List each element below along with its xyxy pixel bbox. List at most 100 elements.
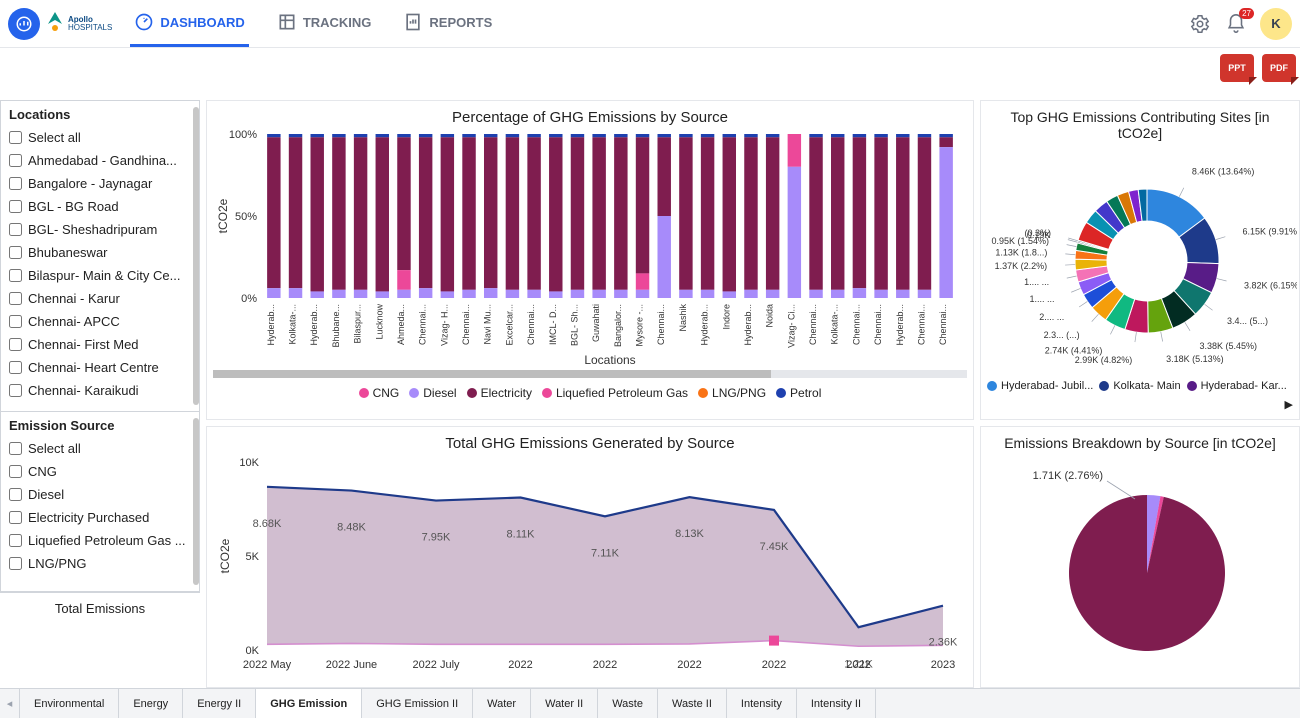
- export-row: PPT PDF: [1220, 54, 1296, 82]
- svg-text:100%: 100%: [229, 129, 257, 141]
- chart-top-sites-donut: Top GHG Emissions Contributing Sites [in…: [980, 100, 1300, 420]
- svg-text:50%: 50%: [235, 211, 257, 223]
- notifications-icon[interactable]: 27: [1224, 12, 1248, 36]
- location-item[interactable]: BGL - BG Road: [9, 195, 191, 218]
- location-item[interactable]: Ahmedabad - Gandhina...: [9, 149, 191, 172]
- location-item[interactable]: Chennai - Karur: [9, 287, 191, 310]
- sheet-tab[interactable]: Intensity II: [797, 689, 876, 718]
- location-item[interactable]: Chennai- APCC: [9, 310, 191, 333]
- sheet-tab[interactable]: Waste II: [658, 689, 727, 718]
- svg-text:2.36K: 2.36K: [929, 637, 958, 649]
- svg-text:1.37K (2.2%): 1.37K (2.2%): [995, 261, 1048, 271]
- svg-text:Chennai...: Chennai...: [808, 304, 818, 345]
- svg-text:Nashik: Nashik: [678, 304, 688, 332]
- svg-text:Hyderab...: Hyderab...: [895, 304, 905, 346]
- emission-source-item[interactable]: Liquefied Petroleum Gas ...: [9, 529, 191, 552]
- svg-text:7.45K: 7.45K: [760, 541, 789, 553]
- total-emissions-label: Total Emissions: [0, 592, 200, 624]
- main: Locations Select all Ahmedabad - Gandhin…: [0, 100, 1300, 688]
- nav-dashboard[interactable]: DASHBOARD: [130, 0, 249, 47]
- svg-text:3.38K (5.45%): 3.38K (5.45%): [1200, 341, 1258, 351]
- svg-text:8.11K: 8.11K: [507, 529, 536, 541]
- svg-text:Navi Mu...: Navi Mu...: [483, 304, 493, 345]
- emission-select-all[interactable]: Select all: [9, 437, 191, 460]
- svg-text:8.13K: 8.13K: [675, 528, 704, 540]
- svg-text:2.... ...: 2.... ...: [1039, 312, 1064, 322]
- svg-text:Vizag- Ci...: Vizag- Ci...: [786, 304, 796, 348]
- svg-text:7.11K: 7.11K: [591, 547, 620, 559]
- svg-text:BGL- Sh...: BGL- Sh...: [569, 304, 579, 346]
- svg-text:2022: 2022: [762, 659, 786, 671]
- svg-text:Mysore -...: Mysore -...: [635, 304, 645, 347]
- brand: ApolloHOSPITALS: [44, 10, 112, 38]
- chart1-legend: CNGDieselElectricityLiquefied Petroleum …: [213, 382, 967, 404]
- legend-item: Hyderabad- Kar...: [1187, 380, 1287, 392]
- emission-source-item[interactable]: LNG/PNG: [9, 552, 191, 575]
- emission-source-title: Emission Source: [9, 418, 191, 437]
- chart4-title: Emissions Breakdown by Source [in tCO2e]: [987, 431, 1293, 453]
- location-item[interactable]: Bilaspur- Main & City Ce...: [9, 264, 191, 287]
- chart2-legend: Hyderabad- Jubil... Kolkata- Main Hyderaba…: [987, 376, 1293, 415]
- svg-text:Noida: Noida: [765, 304, 775, 328]
- svg-text:1.... ...: 1.... ...: [1024, 277, 1049, 287]
- svg-text:Bhubane...: Bhubane...: [331, 304, 341, 348]
- chart1-svg: 0%50%100%tCO2eHyderab...Kolkata-...Hyder…: [213, 128, 963, 368]
- svg-text:Hyderab...: Hyderab...: [743, 304, 753, 346]
- legend-item: Electricity: [467, 386, 532, 400]
- svg-text:Chennai...: Chennai...: [938, 304, 948, 345]
- nav-tracking[interactable]: TRACKING: [273, 0, 376, 47]
- sheet-tab[interactable]: Energy: [119, 689, 183, 718]
- svg-text:8.48K: 8.48K: [337, 522, 366, 534]
- legend-item: Hyderabad- Jubil...: [987, 380, 1093, 392]
- emission-source-item[interactable]: Diesel: [9, 483, 191, 506]
- svg-text:2022: 2022: [508, 659, 532, 671]
- svg-text:Excelcar...: Excelcar...: [504, 304, 514, 346]
- svg-text:Chennai...: Chennai...: [873, 304, 883, 345]
- chart1-hscroll[interactable]: [213, 370, 967, 378]
- legend-more-icon[interactable]: ▶: [1285, 398, 1293, 411]
- emission-source-panel: Emission Source Select all CNGDieselElec…: [0, 412, 200, 592]
- tabbar-scroll-left[interactable]: ◂: [0, 689, 20, 718]
- chart-emissions-breakdown-pie: Emissions Breakdown by Source [in tCO2e]…: [980, 426, 1300, 688]
- notification-count: 27: [1239, 8, 1254, 19]
- avatar[interactable]: K: [1260, 8, 1292, 40]
- export-ppt-button[interactable]: PPT: [1220, 54, 1254, 82]
- locations-select-all[interactable]: Select all: [9, 126, 191, 149]
- chart4-svg: 1.71K (2.76%): [987, 453, 1297, 653]
- sheet-tab[interactable]: Environmental: [20, 689, 119, 718]
- location-item[interactable]: Chennai- Heart Centre: [9, 356, 191, 379]
- svg-text:2022 June: 2022 June: [326, 659, 377, 671]
- location-item[interactable]: Bhubaneswar: [9, 241, 191, 264]
- svg-text:Lucknow: Lucknow: [374, 304, 384, 340]
- sheet-tab[interactable]: Intensity: [727, 689, 797, 718]
- emission-source-item[interactable]: CNG: [9, 460, 191, 483]
- nav-reports[interactable]: REPORTS: [399, 0, 496, 47]
- svg-text:5K: 5K: [246, 551, 260, 563]
- location-item[interactable]: Chennai- First Med: [9, 333, 191, 356]
- svg-text:Guwahati: Guwahati: [591, 304, 601, 342]
- location-item[interactable]: Chennai- Karaikudi: [9, 379, 191, 402]
- location-item[interactable]: BGL- Sheshadripuram: [9, 218, 191, 241]
- location-item[interactable]: Bangalore - Jaynagar: [9, 172, 191, 195]
- sheet-tab[interactable]: Waste: [598, 689, 658, 718]
- svg-text:Vizag- H...: Vizag- H...: [439, 304, 449, 346]
- locations-title: Locations: [9, 107, 191, 126]
- sheet-tab[interactable]: Water II: [531, 689, 598, 718]
- sheet-tabbar: ◂ EnvironmentalEnergyEnergy IIGHG Emissi…: [0, 688, 1300, 718]
- sheet-tab[interactable]: GHG Emission: [256, 689, 362, 718]
- sidebar: Locations Select all Ahmedabad - Gandhin…: [0, 100, 200, 688]
- legend-item: Kolkata- Main: [1099, 380, 1180, 392]
- settings-icon[interactable]: [1188, 12, 1212, 36]
- svg-text:(0.3%): (0.3%): [1024, 228, 1051, 238]
- svg-text:2022: 2022: [677, 659, 701, 671]
- legend-item: Liquefied Petroleum Gas: [542, 386, 688, 400]
- export-pdf-button[interactable]: PDF: [1262, 54, 1296, 82]
- emission-source-item[interactable]: Electricity Purchased: [9, 506, 191, 529]
- sheet-tab[interactable]: GHG Emission II: [362, 689, 473, 718]
- chart-icon: [15, 15, 33, 33]
- sheet-tab[interactable]: Energy II: [183, 689, 256, 718]
- brand-text: ApolloHOSPITALS: [68, 16, 112, 32]
- sheet-tab[interactable]: Water: [473, 689, 531, 718]
- svg-text:IMCL- D...: IMCL- D...: [548, 304, 558, 345]
- svg-text:10K: 10K: [239, 457, 259, 469]
